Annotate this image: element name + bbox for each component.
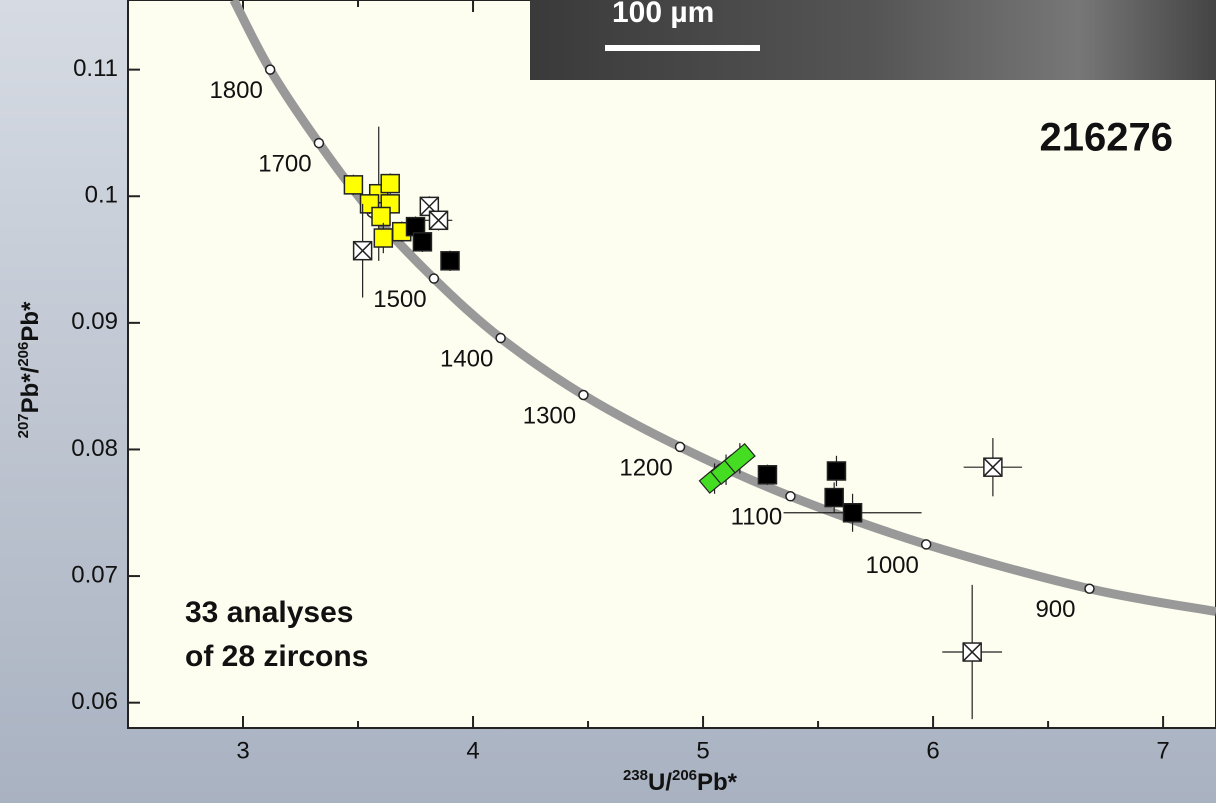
point-cross (962, 642, 982, 662)
sample-label: 216276 (1040, 116, 1173, 160)
age-marker (313, 137, 325, 149)
point (371, 206, 391, 227)
point (826, 461, 847, 481)
point (380, 173, 400, 194)
point (343, 175, 364, 195)
y-tick-label: 0.09 (71, 308, 118, 335)
x-tick-label: 6 (926, 737, 939, 764)
x-tick-label: 5 (696, 737, 709, 764)
age-label: 1800 (209, 77, 262, 104)
age-marker (428, 273, 440, 284)
age-label: 1400 (440, 345, 493, 372)
y-tick-label: 0.1 (85, 182, 118, 209)
note-line: of 28 zircons (185, 640, 368, 673)
y-axis-label: 207Pb*/206Pb* (15, 301, 44, 438)
age-marker (785, 491, 796, 502)
age-marker (264, 64, 276, 75)
plot-area (127, 0, 1216, 729)
age-marker (578, 389, 589, 401)
age-label: 1300 (523, 402, 576, 429)
age-label: 1200 (619, 454, 672, 481)
point (824, 487, 844, 508)
point-cross (353, 241, 373, 261)
x-tick-label: 7 (1156, 737, 1169, 764)
note-line: 33 analyses (185, 596, 353, 629)
age-label: 1000 (865, 552, 918, 579)
y-tick-label: 0.08 (71, 435, 118, 462)
point (842, 503, 863, 523)
point (723, 442, 756, 474)
age-marker (674, 441, 686, 453)
age-label: 1700 (258, 150, 311, 177)
age-label: 1100 (731, 504, 783, 531)
point (373, 228, 394, 248)
point (412, 232, 433, 252)
x-axis-label: 238U/206Pb* (623, 767, 738, 796)
age-label: 1500 (373, 286, 426, 313)
age-marker (495, 332, 506, 344)
y-tick-label: 0.11 (73, 55, 118, 82)
sem-image (530, 0, 1216, 80)
point-cross (428, 210, 449, 230)
x-tick-label: 3 (236, 737, 249, 764)
y-tick-label: 0.06 (71, 688, 118, 715)
y-tick-label: 0.07 (71, 561, 118, 588)
age-label: 900 (1035, 596, 1075, 623)
point-cross (983, 457, 1003, 477)
age-marker (1084, 583, 1095, 594)
point (757, 465, 778, 485)
x-tick-label: 4 (466, 737, 479, 764)
age-marker (920, 539, 932, 550)
scale-bar-label: 100 µm (612, 0, 714, 29)
plot: 3 4 5 6 7 0.06 0.07 0.08 0.09 0.1 0.11 1800 1700 1500… (71, 0, 1216, 764)
scale-bar (605, 45, 760, 51)
point (440, 251, 460, 271)
